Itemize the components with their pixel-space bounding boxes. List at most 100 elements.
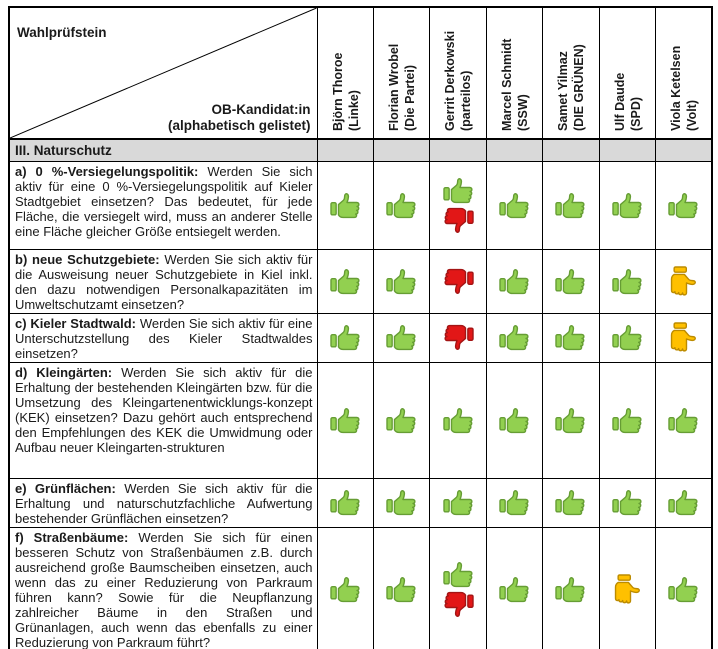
candidate-name: Gerrit Derkowski (442, 30, 457, 131)
thumbs-up-icon (330, 325, 360, 351)
answer-icon-stack (374, 191, 428, 220)
question-text: Werden Sie sich für einen besseren Schut… (15, 529, 313, 649)
answer-cell-e-7 (655, 477, 713, 528)
thumbs-up-icon (386, 192, 416, 218)
answer-icon-stack (374, 488, 428, 517)
answer-cell-c-6 (598, 312, 657, 363)
answer-cell-b-4 (485, 248, 544, 314)
candidate-name: Ulf Daude (612, 72, 627, 131)
candidate-party: (Die Partei) (402, 65, 417, 131)
answer-cell-c-7 (655, 312, 713, 363)
candidate-header-3: Gerrit Derkowski (parteilos) (429, 6, 487, 140)
thumbs-up-icon (442, 407, 473, 433)
question-cell-c: c) Kieler Stadtwald: Werden Sie sich akt… (8, 312, 318, 363)
answer-cell-d-5 (542, 361, 600, 479)
question-cell-e: e) Grünflächen: Werden Sie sich aktiv fü… (8, 477, 318, 528)
answer-cell-d-3 (429, 361, 487, 479)
answer-cell-d-2 (372, 361, 431, 479)
question-row-a: a) 0 %-Versiegelungspolitik: Werden Sie … (8, 160, 713, 250)
answer-icon-stack (374, 323, 428, 352)
answer-cell-e-3 (429, 477, 487, 528)
answer-icon-stack (374, 267, 428, 296)
answer-cell-d-4 (485, 361, 544, 479)
corner-bottom-line2: (alphabetisch gelistet) (167, 118, 311, 133)
thumbs-up-icon (555, 490, 585, 516)
answer-cell-b-2 (372, 248, 431, 314)
thumbs-up-icon (612, 192, 642, 218)
section-title: III. Naturschutz (8, 138, 318, 162)
diagonal-divider (10, 8, 317, 138)
question-text: Werden Sie sich aktiv für die Erhaltung … (15, 480, 313, 526)
thumbs-down-icon (443, 591, 474, 617)
answer-icon-stack (318, 488, 372, 517)
corner-top-label: Wahlprüfstein (17, 25, 107, 40)
answer-cell-e-5 (542, 477, 600, 528)
question-label: d) Kleingärten: (15, 364, 113, 380)
candidate-name: Marcel Schmidt (499, 38, 514, 131)
question-row-c: c) Kieler Stadtwald: Werden Sie sich akt… (8, 312, 713, 363)
thumbs-up-icon (499, 407, 529, 433)
answer-icon-stack (600, 191, 654, 220)
candidate-party: (parteilos) (458, 70, 473, 131)
answer-icon-stack (487, 191, 541, 220)
header-row: Wahlprüfstein OB-Kandidat:in (alphabetis… (8, 6, 713, 140)
thumbs-down-icon (443, 324, 474, 350)
answer-icon-stack (431, 323, 485, 352)
answer-icon-stack (600, 488, 654, 517)
thumbs-up-icon (499, 192, 529, 218)
thumbs-up-icon (330, 407, 360, 433)
answer-icon-stack (374, 406, 428, 435)
answer-icon-stack (318, 191, 372, 220)
answer-cell-a-4 (485, 160, 544, 250)
wahlpruefstein-table: Wahlprüfstein OB-Kandidat:in (alphabetis… (8, 6, 713, 649)
answer-icon-stack (657, 265, 711, 296)
thumbs-up-icon (386, 325, 416, 351)
thumbs-up-icon (330, 490, 360, 516)
answer-icon-stack (318, 323, 372, 352)
answer-cell-f-7 (655, 526, 713, 649)
candidate-name-rotated: Marcel Schmidt (SSW) (487, 10, 541, 136)
answer-icon-stack (600, 323, 654, 352)
question-cell-a: a) 0 %-Versiegelungspolitik: Werden Sie … (8, 160, 318, 250)
candidate-name-rotated: Viola Ketelsen (Volt) (657, 10, 711, 136)
corner-bottom-line1: OB-Kandidat:in (211, 102, 311, 117)
answer-icon-stack (431, 560, 485, 619)
section-empty-cell (316, 138, 374, 162)
candidate-party: (SPD) (628, 96, 643, 131)
answer-icon-stack (431, 406, 485, 435)
answer-icon-stack (487, 575, 541, 604)
answer-icon-stack (374, 575, 428, 604)
answer-cell-c-5 (542, 312, 600, 363)
answer-cell-a-2 (372, 160, 431, 250)
candidate-name-rotated: Florian Wrobel (Die Partei) (374, 10, 428, 136)
thumbs-up-icon (612, 490, 642, 516)
section-empty-cell (485, 138, 544, 162)
thumbs-up-icon (612, 407, 642, 433)
candidate-party: (DIE GRÜNEN) (571, 44, 586, 131)
question-row-b: b) neue Schutzgebiete: Werden Sie sich a… (8, 248, 713, 314)
candidate-header-6: Ulf Daude (SPD) (598, 6, 657, 140)
answer-icon-stack (318, 267, 372, 296)
candidate-party: (SSW) (515, 94, 530, 131)
answer-cell-f-2 (372, 526, 431, 649)
candidate-name: Samet Yilmaz (555, 51, 570, 131)
section-empty-cell (655, 138, 713, 162)
answer-icon-stack (431, 176, 485, 235)
thumbs-up-icon (442, 177, 473, 203)
question-cell-f: f) Straßenbäume: Werden Sie sich für ein… (8, 526, 318, 649)
answer-icon-stack (318, 575, 372, 604)
answer-cell-c-2 (372, 312, 431, 363)
answer-cell-e-6 (598, 477, 657, 528)
candidate-name-rotated: Gerrit Derkowski (parteilos) (431, 10, 485, 136)
answer-cell-c-1 (316, 312, 374, 363)
answer-cell-c-4 (485, 312, 544, 363)
answer-icon-stack (544, 191, 598, 220)
thumbs-up-icon (612, 268, 642, 294)
thumbs-up-icon (555, 325, 585, 351)
answer-cell-e-4 (485, 477, 544, 528)
thumbs-up-icon (668, 576, 698, 602)
candidate-header-7: Viola Ketelsen (Volt) (655, 6, 713, 140)
answer-icon-stack (657, 191, 711, 220)
answer-icon-stack (544, 267, 598, 296)
